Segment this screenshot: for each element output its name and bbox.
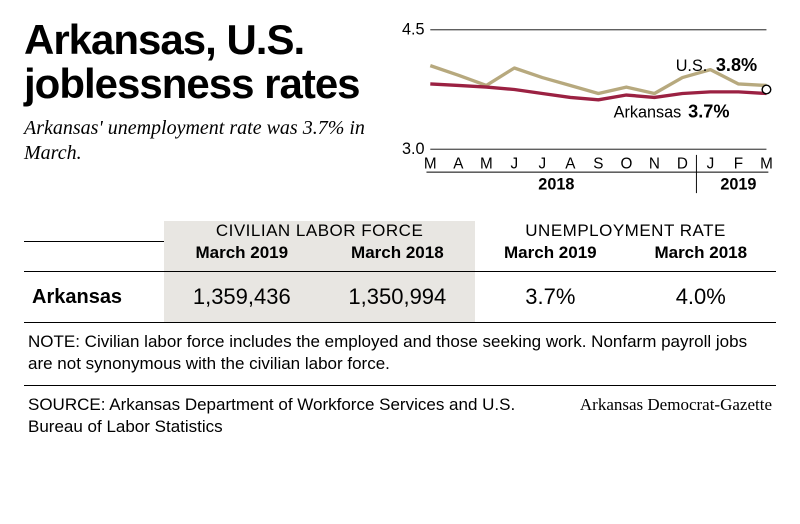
line-chart: 3.04.5U.S. 3.8%Arkansas 3.7%MAMJJASONDJF… bbox=[394, 18, 776, 203]
month-label: J bbox=[511, 155, 519, 172]
cell-ur-2019: 3.7% bbox=[475, 272, 625, 323]
month-label: M bbox=[424, 155, 437, 172]
month-label: A bbox=[453, 155, 464, 172]
table-sub-header-row: March 2019 March 2018 March 2019 March 2… bbox=[24, 241, 776, 272]
row-label-arkansas: Arkansas bbox=[24, 272, 164, 323]
subcol-clf-2018: March 2018 bbox=[320, 241, 476, 272]
group-header-unemployment: UNEMPLOYMENT RATE bbox=[475, 221, 776, 241]
table-row: Arkansas 1,359,436 1,350,994 3.7% 4.0% bbox=[24, 272, 776, 323]
series-label-arkansas: Arkansas bbox=[614, 103, 682, 121]
svg-text:3.0: 3.0 bbox=[402, 140, 425, 158]
cell-ur-2018: 4.0% bbox=[626, 272, 776, 323]
headline-block: Arkansas, U.S. joblessness rates Arkansa… bbox=[24, 18, 374, 203]
subcol-ur-2019: March 2019 bbox=[475, 241, 625, 272]
series-value-arkansas: 3.7% bbox=[688, 101, 729, 121]
subcol-clf-2019: March 2019 bbox=[164, 241, 320, 272]
series-value-u.s.: 3.8% bbox=[716, 55, 757, 75]
month-label: M bbox=[760, 155, 773, 172]
headline: Arkansas, U.S. joblessness rates bbox=[24, 18, 374, 106]
source-text: SOURCE: Arkansas Department of Workforce… bbox=[28, 394, 550, 438]
data-table-block: CIVILIAN LABOR FORCE UNEMPLOYMENT RATE M… bbox=[24, 221, 776, 438]
month-label: O bbox=[620, 155, 632, 172]
cell-clf-2018: 1,350,994 bbox=[320, 272, 476, 323]
series-label-u.s.: U.S. bbox=[676, 57, 708, 75]
month-label: A bbox=[565, 155, 576, 172]
month-label: F bbox=[734, 155, 743, 172]
end-marker-icon bbox=[762, 85, 771, 94]
month-label: N bbox=[649, 155, 660, 172]
source-row: SOURCE: Arkansas Department of Workforce… bbox=[24, 386, 776, 438]
year-label: 2019 bbox=[720, 175, 756, 193]
month-label: J bbox=[707, 155, 715, 172]
month-label: J bbox=[539, 155, 547, 172]
credit-text: Arkansas Democrat-Gazette bbox=[550, 394, 772, 416]
subhead: Arkansas' unemployment rate was 3.7% in … bbox=[24, 116, 374, 166]
month-label: D bbox=[677, 155, 688, 172]
group-header-labor-force: CIVILIAN LABOR FORCE bbox=[164, 221, 475, 241]
infographic-container: Arkansas, U.S. joblessness rates Arkansa… bbox=[0, 0, 800, 448]
month-label: S bbox=[593, 155, 603, 172]
svg-text:4.5: 4.5 bbox=[402, 21, 425, 39]
cell-clf-2019: 1,359,436 bbox=[164, 272, 320, 323]
chart-block: 3.04.5U.S. 3.8%Arkansas 3.7%MAMJJASONDJF… bbox=[394, 18, 776, 203]
data-table: CIVILIAN LABOR FORCE UNEMPLOYMENT RATE M… bbox=[24, 221, 776, 323]
footnote: NOTE: Civilian labor force includes the … bbox=[24, 323, 776, 386]
top-section: Arkansas, U.S. joblessness rates Arkansa… bbox=[24, 18, 776, 203]
month-label: M bbox=[480, 155, 493, 172]
year-label: 2018 bbox=[538, 175, 574, 193]
subcol-ur-2018: March 2018 bbox=[626, 241, 776, 272]
table-group-header-row: CIVILIAN LABOR FORCE UNEMPLOYMENT RATE bbox=[24, 221, 776, 241]
